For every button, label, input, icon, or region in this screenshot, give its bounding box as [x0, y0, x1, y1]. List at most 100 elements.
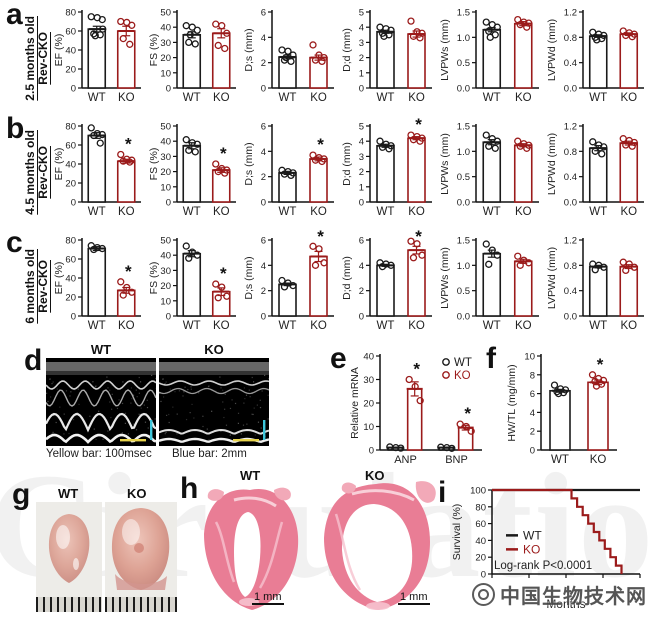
- panel-b-letter: b: [6, 112, 25, 145]
- svg-text:0.0: 0.0: [564, 84, 577, 95]
- svg-text:50: 50: [160, 236, 171, 247]
- svg-text:3: 3: [359, 38, 364, 49]
- svg-text:1.0: 1.0: [457, 261, 470, 272]
- panel-f-letter: f: [486, 342, 496, 375]
- svg-text:KO: KO: [310, 92, 327, 104]
- svg-text:0: 0: [359, 198, 364, 209]
- svg-text:10: 10: [160, 68, 171, 79]
- svg-text:D;d (mm): D;d (mm): [341, 28, 353, 72]
- panel-b-charts: 0 20 40 60 80 EF (%) WT KO * 0 10 20 30 40 50 FS (%) WT K…: [52, 115, 650, 228]
- svg-text:6: 6: [530, 389, 535, 400]
- svg-text:KO: KO: [515, 206, 532, 218]
- svg-text:WT: WT: [183, 92, 201, 104]
- chart-f: 0 2 4 6 8 10 HW/TL (mg/mm) WT KO *: [505, 346, 623, 481]
- svg-text:40: 40: [160, 137, 171, 148]
- svg-text:0: 0: [481, 570, 486, 581]
- svg-text:5: 5: [359, 122, 364, 133]
- panel-i-letter: i: [438, 476, 447, 509]
- svg-text:1.5: 1.5: [457, 8, 470, 19]
- echo-image-ko: [158, 358, 270, 451]
- heart-section-ko: [316, 478, 444, 619]
- panel-d-letter: d: [24, 344, 43, 377]
- panel-g-wt-label: WT: [58, 486, 79, 501]
- heart-section-wt: [194, 482, 314, 619]
- svg-text:LVPWd (mm): LVPWd (mm): [546, 19, 558, 81]
- svg-text:0: 0: [71, 312, 76, 323]
- svg-text:50: 50: [160, 8, 171, 19]
- panel-a-charts: 0 20 40 60 80 EF (%) WT KO 0 10 20 30 40 50 FS (%) WT KO…: [52, 2, 650, 114]
- svg-text:80: 80: [475, 502, 486, 513]
- panel-d-blue-caption: Blue bar: 2mm: [172, 448, 247, 460]
- svg-text:FS (%): FS (%): [148, 148, 160, 181]
- ruler-wt: [36, 597, 102, 612]
- chart-b_fs: 0 10 20 30 40 50 FS (%) WT KO *: [147, 116, 242, 228]
- panel-g-letter: g: [12, 478, 31, 511]
- svg-text:EF (%): EF (%): [53, 148, 65, 181]
- svg-text:0.5: 0.5: [457, 172, 470, 183]
- site-watermark: 中国生物技术网: [472, 580, 647, 609]
- svg-text:EF (%): EF (%): [53, 34, 65, 67]
- svg-text:*: *: [597, 355, 604, 374]
- svg-text:0: 0: [261, 84, 266, 95]
- svg-text:6: 6: [261, 122, 266, 133]
- svg-text:KO: KO: [515, 320, 532, 332]
- svg-text:KO: KO: [523, 542, 540, 556]
- svg-text:80: 80: [65, 8, 76, 19]
- svg-text:0: 0: [369, 446, 374, 457]
- svg-text:0: 0: [166, 198, 171, 209]
- panel-a-header: a 2.5 months old Rev-CKO: [0, 0, 52, 114]
- svg-text:Log-rank P<0.0001: Log-rank P<0.0001: [494, 560, 592, 572]
- svg-text:40: 40: [65, 274, 76, 285]
- svg-text:KO: KO: [408, 206, 425, 218]
- svg-text:WT: WT: [88, 92, 106, 104]
- panel-d-wt-label: WT: [90, 342, 112, 357]
- svg-text:*: *: [413, 360, 420, 379]
- chart-c_ds: 0 2 4 6 D;s (mm) WT KO *: [242, 227, 340, 342]
- svg-text:60: 60: [65, 27, 76, 38]
- svg-text:0: 0: [71, 84, 76, 95]
- svg-text:4: 4: [359, 261, 364, 272]
- echo-image-wt: [45, 358, 157, 451]
- svg-text:1.0: 1.0: [457, 33, 470, 44]
- svg-text:LVPWs (mm): LVPWs (mm): [439, 19, 451, 81]
- svg-text:KO: KO: [590, 454, 607, 466]
- svg-text:0.8: 0.8: [564, 261, 577, 272]
- svg-text:WT: WT: [589, 92, 607, 104]
- site-watermark-logo-icon: [472, 583, 495, 606]
- panel-f-chart: 0 2 4 6 8 10 HW/TL (mg/mm) WT KO *: [505, 346, 623, 481]
- svg-text:20: 20: [160, 281, 171, 292]
- svg-text:4: 4: [359, 137, 364, 148]
- svg-text:LVPWs (mm): LVPWs (mm): [439, 247, 451, 309]
- panel-g-ko-label: KO: [127, 486, 147, 501]
- svg-text:6: 6: [261, 8, 266, 19]
- chart-c_fs: 0 10 20 30 40 50 FS (%) WT KO *: [147, 230, 242, 342]
- svg-text:KO: KO: [620, 206, 637, 218]
- scalebar-wt: 1 mm: [252, 591, 284, 605]
- svg-text:10: 10: [524, 352, 535, 363]
- svg-text:KO: KO: [310, 206, 327, 218]
- svg-text:WT: WT: [279, 320, 297, 332]
- svg-text:1: 1: [359, 68, 364, 79]
- svg-text:2: 2: [530, 427, 535, 438]
- svg-text:*: *: [415, 230, 422, 246]
- svg-text:60: 60: [475, 519, 486, 530]
- panel-a-model-label: Rev-CKO: [36, 31, 50, 85]
- svg-text:KO: KO: [620, 92, 637, 104]
- svg-text:LVPWs (mm): LVPWs (mm): [439, 133, 451, 195]
- panel-c-letter: c: [6, 226, 23, 259]
- svg-text:0: 0: [359, 84, 364, 95]
- svg-text:*: *: [220, 264, 227, 283]
- svg-text:0.8: 0.8: [564, 33, 577, 44]
- svg-text:D;d (mm): D;d (mm): [341, 142, 353, 186]
- svg-text:LVPWd (mm): LVPWd (mm): [546, 133, 558, 195]
- svg-text:D;s (mm): D;s (mm): [243, 142, 255, 185]
- svg-text:KO: KO: [118, 92, 135, 104]
- svg-text:WT: WT: [183, 206, 201, 218]
- svg-text:0: 0: [359, 312, 364, 323]
- svg-text:1.2: 1.2: [564, 236, 577, 247]
- panel-h-wt-label: WT: [240, 468, 261, 483]
- panel-c-header: c 6 months old Rev-CKO: [0, 226, 52, 342]
- svg-text:KO: KO: [515, 92, 532, 104]
- svg-text:WT: WT: [483, 92, 501, 104]
- svg-text:20: 20: [363, 399, 374, 410]
